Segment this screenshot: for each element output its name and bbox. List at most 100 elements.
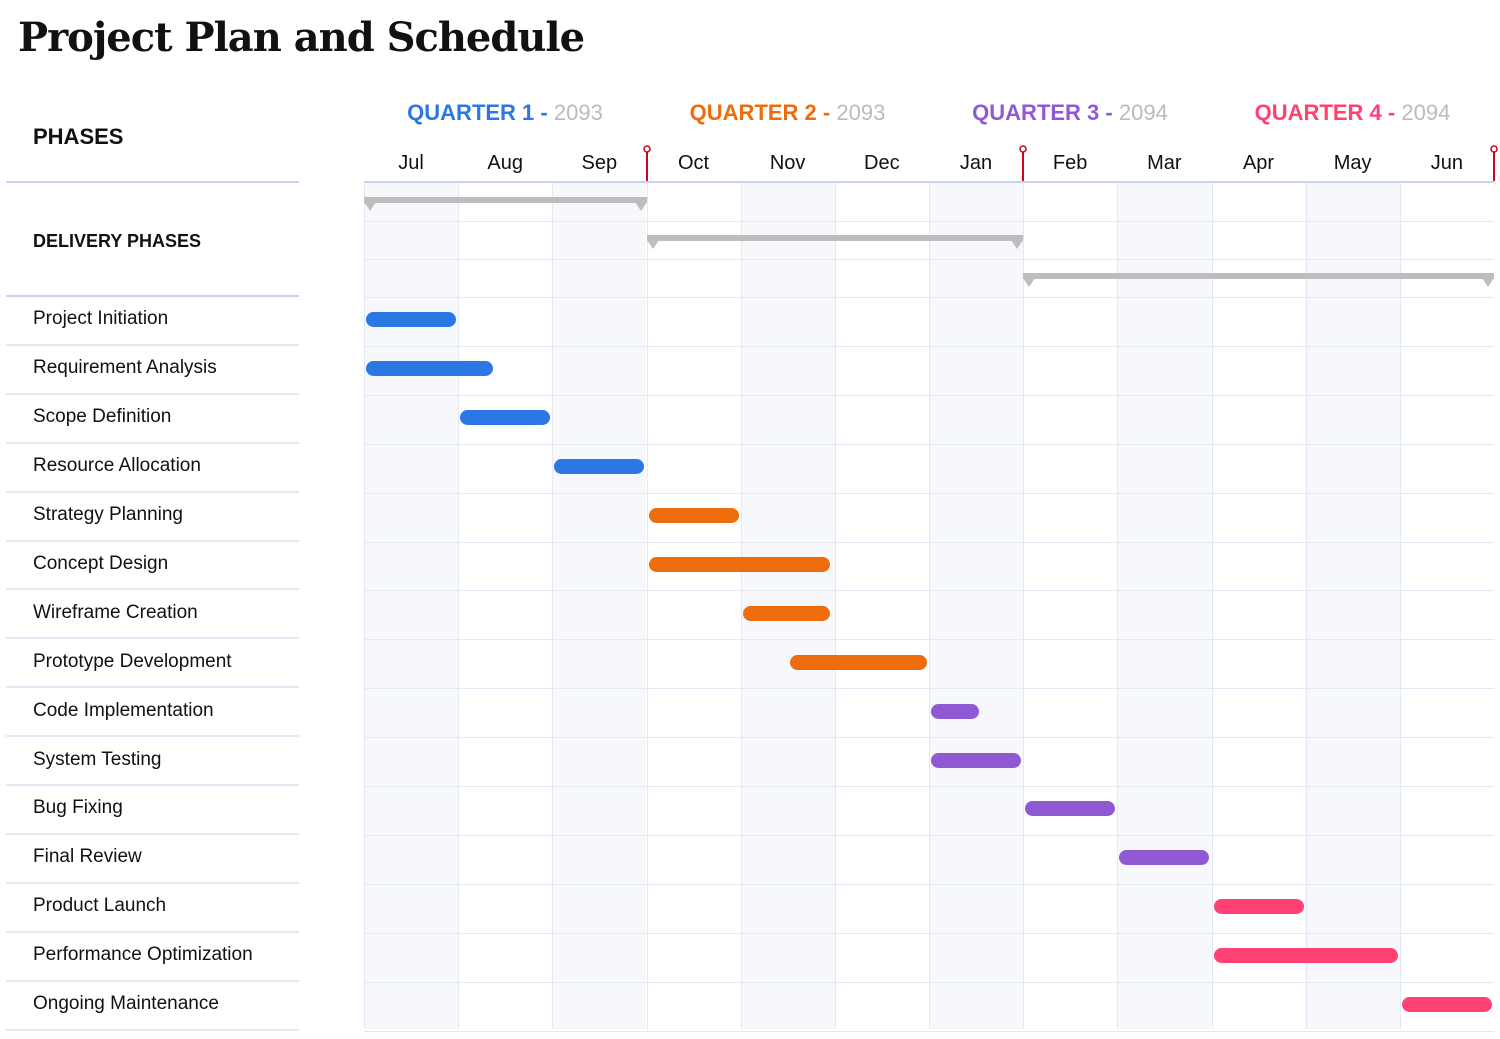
month-column xyxy=(1211,183,1306,1029)
milestone-marker-icon xyxy=(1018,145,1028,181)
row-divider xyxy=(6,832,299,835)
task-label: Product Launch xyxy=(33,895,167,917)
month-label: Mar xyxy=(1147,152,1182,174)
phase-start-icon xyxy=(364,202,376,211)
month-label: Jul xyxy=(398,152,424,174)
task-bar xyxy=(366,361,493,377)
grid-line xyxy=(364,1030,1494,1032)
row-divider xyxy=(6,441,299,444)
task-bar xyxy=(648,556,830,572)
row-divider xyxy=(6,343,299,346)
timeline-divider xyxy=(364,181,1494,183)
month-label: Apr xyxy=(1242,152,1275,174)
grid-line xyxy=(364,492,1494,494)
task-label: Resource Allocation xyxy=(33,455,201,477)
row-divider xyxy=(6,979,299,982)
page-title: Project Plan and Schedule xyxy=(18,14,585,61)
quarter-year: 2093 xyxy=(836,100,886,125)
quarter-year: 2094 xyxy=(1118,100,1168,125)
grid-line xyxy=(364,737,1494,739)
month-column xyxy=(364,183,459,1029)
task-label: Code Implementation xyxy=(33,699,214,721)
task-bar xyxy=(1401,997,1492,1013)
task-label: Prototype Development xyxy=(33,650,232,672)
grid-line xyxy=(364,443,1494,445)
month-label: Sep xyxy=(581,152,618,174)
quarter-label: QUARTER 4 - xyxy=(1254,100,1396,125)
row-divider xyxy=(6,930,299,933)
task-bar xyxy=(789,654,927,670)
grid-line xyxy=(364,981,1494,983)
quarter-label: QUARTER 2 - xyxy=(689,100,831,125)
month-column xyxy=(929,183,1024,1029)
row-divider xyxy=(6,784,299,786)
row-divider xyxy=(6,490,299,493)
row-divider xyxy=(6,539,299,542)
phase-start-icon xyxy=(646,240,659,249)
quarter-header: QUARTER 1 - 2093 xyxy=(364,100,646,126)
grid-line xyxy=(364,932,1494,934)
grid-line xyxy=(364,297,1494,298)
task-label: Performance Optimization xyxy=(33,944,253,966)
grid-line xyxy=(364,688,1494,690)
task-bar xyxy=(366,312,457,328)
row-divider xyxy=(6,295,299,297)
task-bar xyxy=(1213,948,1398,964)
grid-line xyxy=(364,541,1494,543)
month-column xyxy=(646,183,741,1029)
task-bar xyxy=(1213,899,1304,915)
grid-line xyxy=(364,590,1494,592)
month-label: Dec xyxy=(864,152,900,174)
task-label: Final Review xyxy=(33,846,142,868)
task-bar xyxy=(931,752,1022,768)
row-divider xyxy=(6,588,299,591)
grid-line xyxy=(364,221,1494,222)
milestone-marker-icon xyxy=(1489,145,1499,181)
quarter-header: QUARTER 4 - 2094 xyxy=(1212,100,1494,126)
task-bar xyxy=(1025,801,1116,817)
quarter-year: 2093 xyxy=(553,100,603,125)
grid-line xyxy=(364,786,1494,787)
task-bar xyxy=(931,703,979,719)
grid-line xyxy=(364,834,1494,836)
row-divider xyxy=(6,1028,299,1031)
month-column xyxy=(1023,183,1117,1029)
phase-end-icon xyxy=(1011,240,1024,249)
phase-end-icon xyxy=(634,202,647,211)
month-label: May xyxy=(1333,152,1372,174)
task-label: Ongoing Maintenance xyxy=(33,993,219,1015)
month-label: Nov xyxy=(769,152,806,174)
grid-line xyxy=(364,259,1494,260)
grid-line xyxy=(364,639,1494,641)
month-column xyxy=(552,183,647,1029)
task-label: Wireframe Creation xyxy=(33,601,198,623)
task-bar xyxy=(1119,850,1210,866)
header-divider xyxy=(6,181,299,183)
month-label: Jun xyxy=(1430,152,1463,174)
grid-line xyxy=(364,394,1494,396)
task-bar xyxy=(742,605,830,621)
row-divider xyxy=(6,392,299,395)
quarter-label: QUARTER 3 - xyxy=(972,100,1113,125)
quarter-label: QUARTER 1 - xyxy=(407,100,548,125)
delivery-phase-bar xyxy=(646,235,1024,249)
task-label: Concept Design xyxy=(33,552,169,574)
month-column xyxy=(458,183,552,1029)
row-divider xyxy=(6,881,299,884)
task-label: Bug Fixing xyxy=(33,797,123,819)
task-label: Project Initiation xyxy=(33,308,169,330)
row-divider xyxy=(6,686,299,689)
task-label: Requirement Analysis xyxy=(33,357,217,379)
month-label: Oct xyxy=(677,152,710,174)
grid-line xyxy=(364,883,1494,885)
task-label: System Testing xyxy=(33,748,162,770)
task-label: Scope Definition xyxy=(33,406,172,428)
grid-line xyxy=(364,345,1494,347)
month-column xyxy=(834,183,929,1029)
month-column xyxy=(1305,183,1400,1029)
delivery-phase-bar xyxy=(364,197,647,211)
gantt-grid xyxy=(364,183,1494,1032)
delivery-phases-label: DELIVERY PHASES xyxy=(33,231,202,251)
task-label: Strategy Planning xyxy=(33,504,183,526)
quarter-header: QUARTER 3 - 2094 xyxy=(929,100,1211,126)
